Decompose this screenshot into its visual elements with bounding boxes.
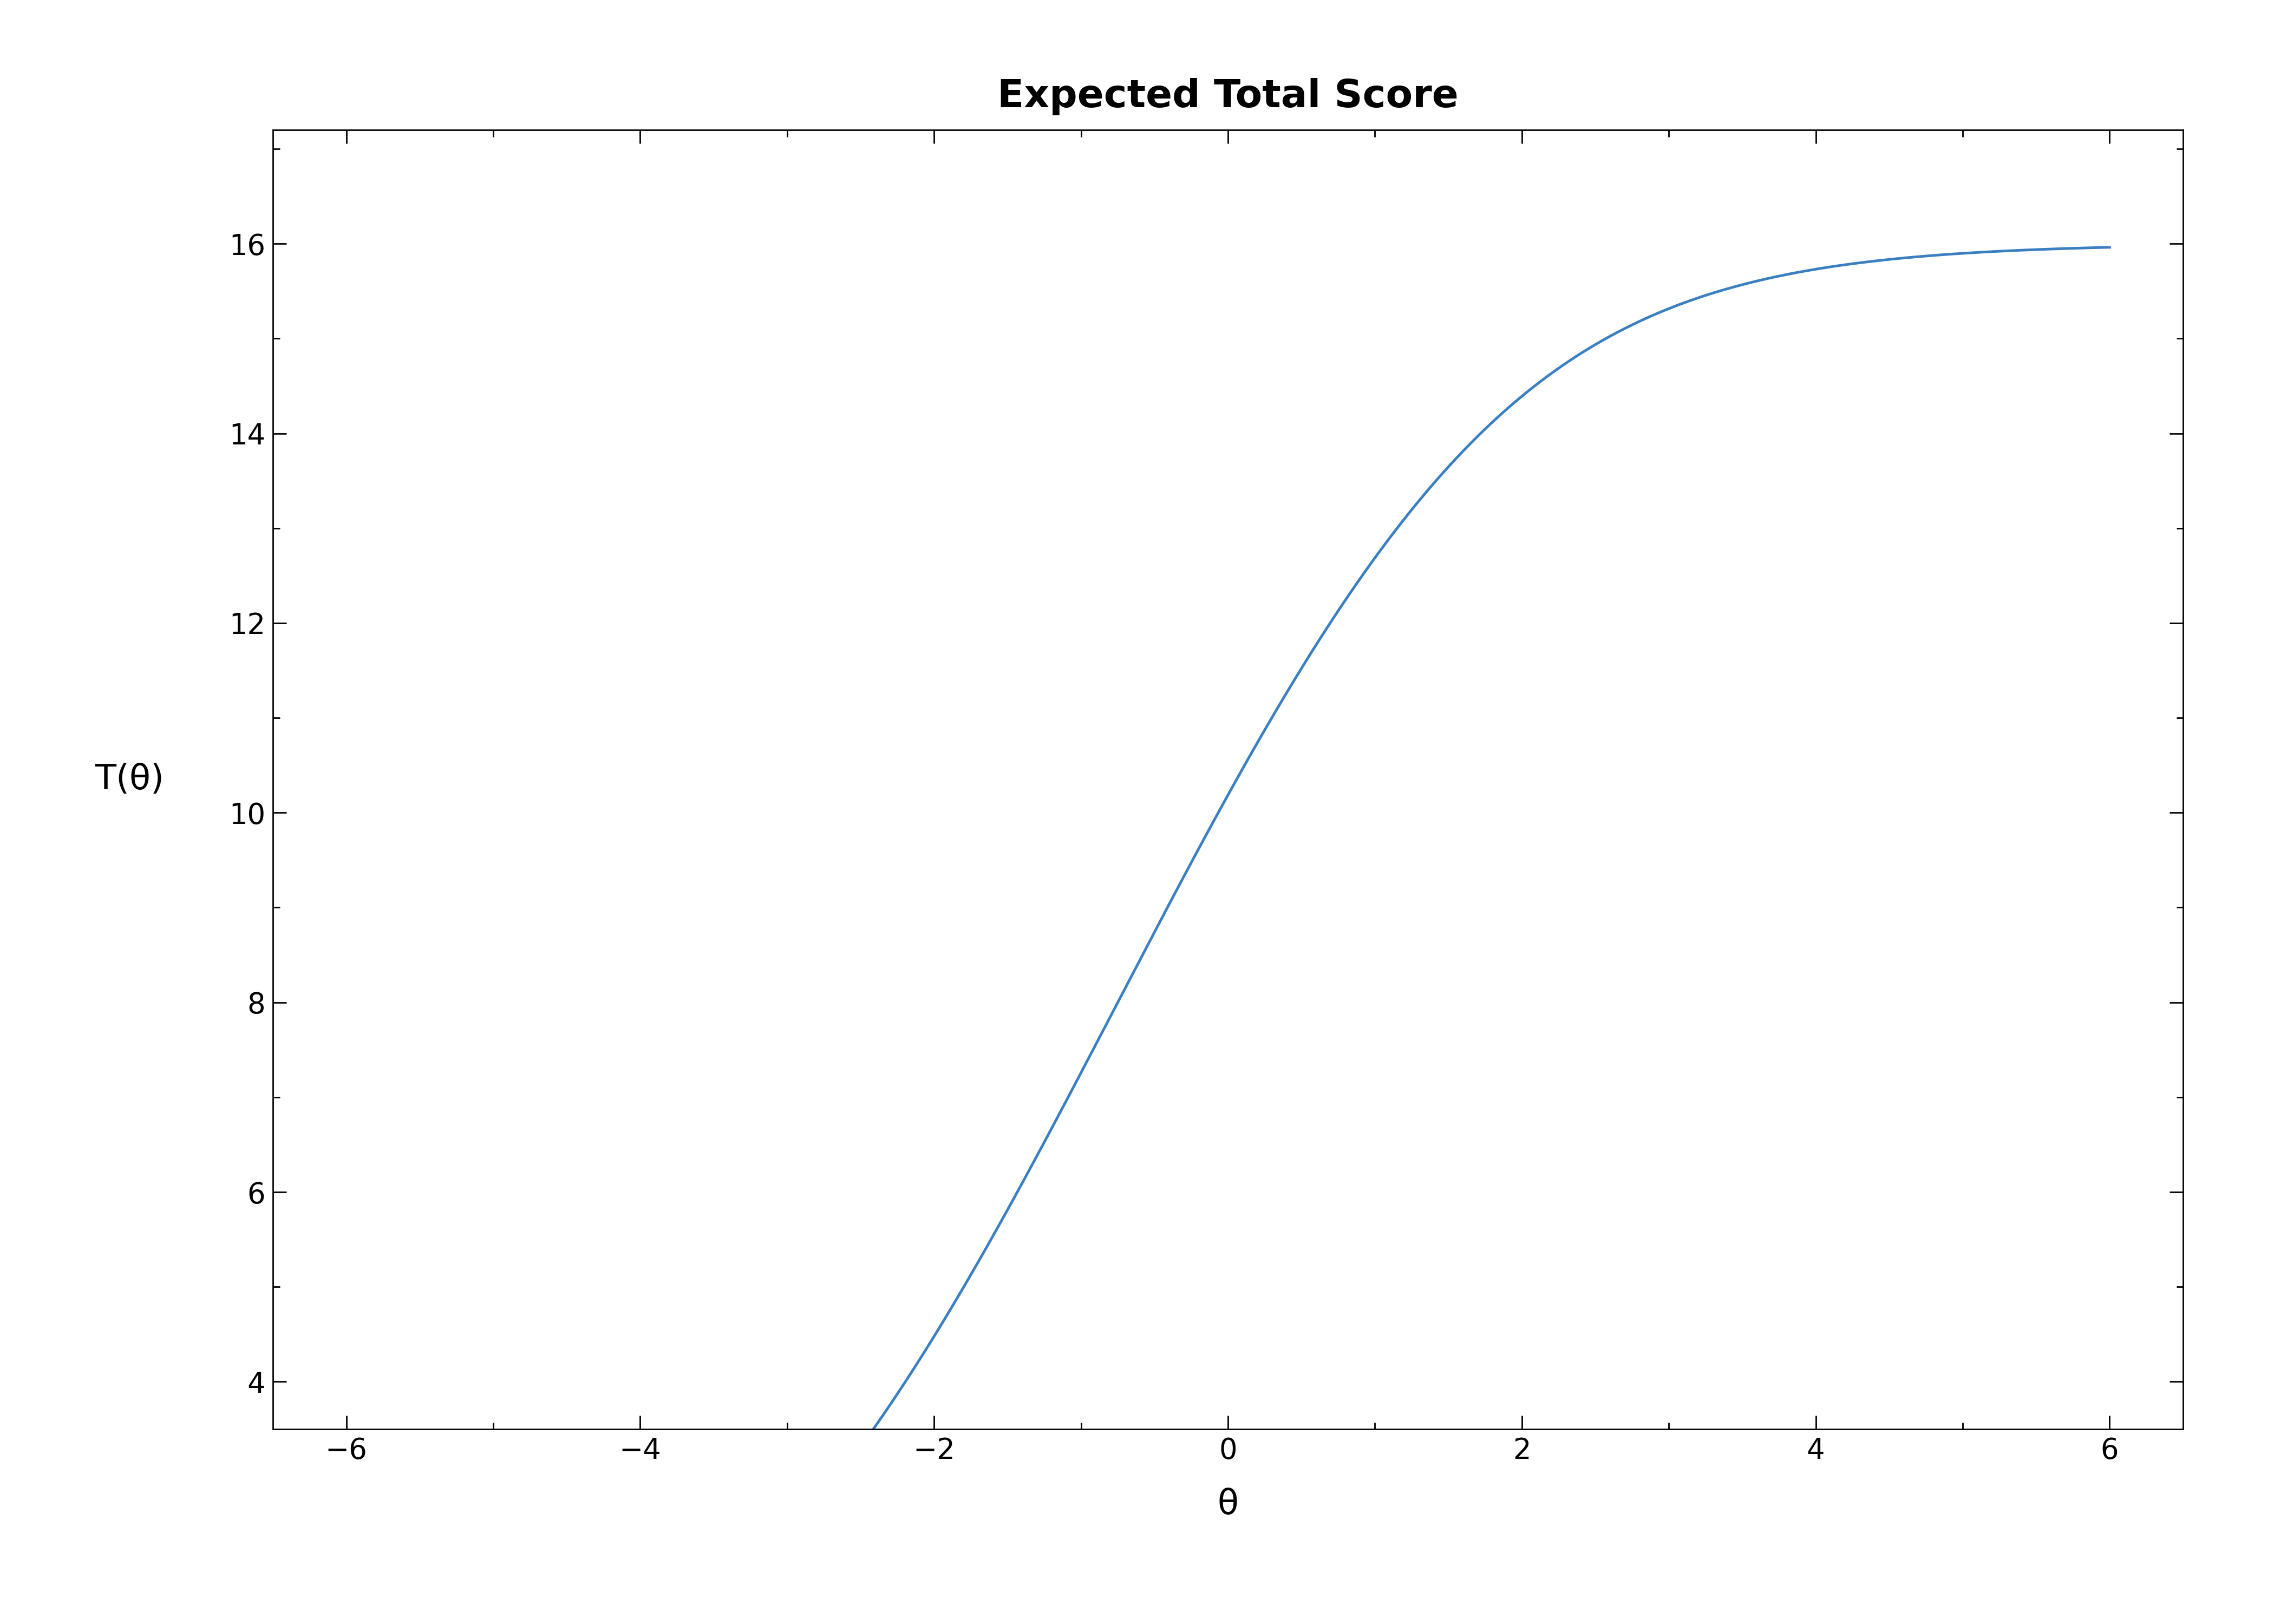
Title: Expected Total Score: Expected Total Score	[998, 78, 1458, 115]
Y-axis label: T(θ): T(θ)	[96, 763, 164, 796]
X-axis label: θ: θ	[1217, 1488, 1239, 1522]
